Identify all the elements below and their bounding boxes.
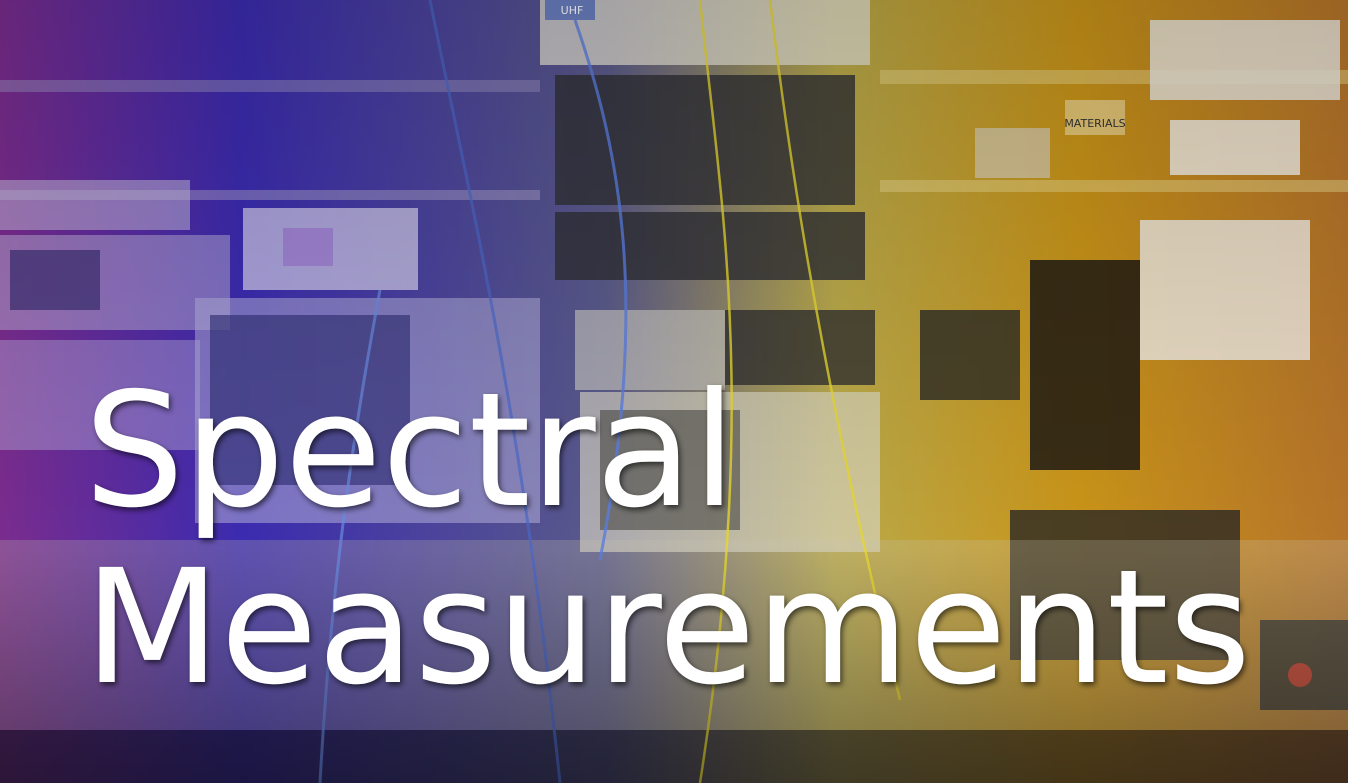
title-line: Measurements bbox=[84, 536, 1251, 720]
title-line: Spectral bbox=[84, 359, 736, 543]
